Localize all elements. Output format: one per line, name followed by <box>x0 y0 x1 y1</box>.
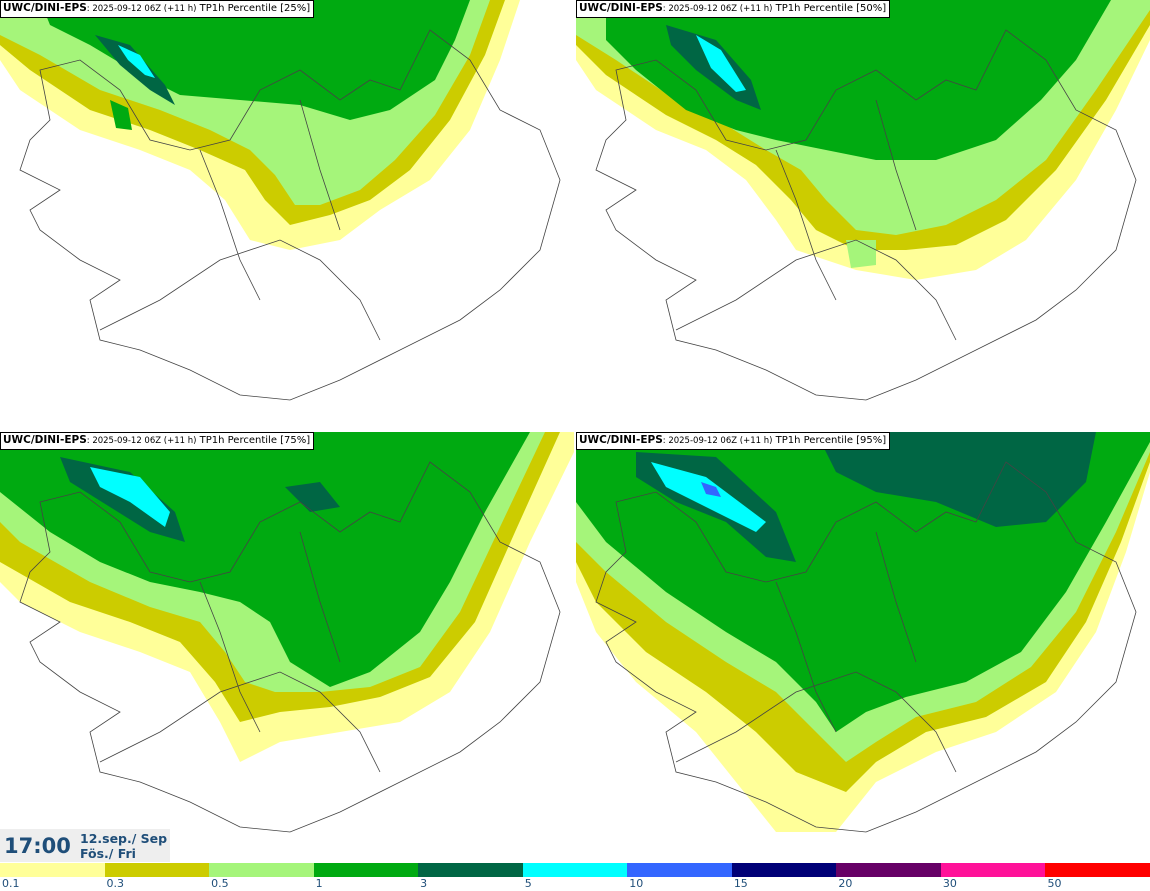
panel-title: UWC/DINI-EPS: 2025-09-12 06Z (+11 h) TP1… <box>0 0 315 18</box>
legend-label: 3 <box>420 877 428 890</box>
iceland-outline <box>19 461 561 833</box>
legend-swatch <box>313 863 419 877</box>
precip-area-blob <box>110 100 132 130</box>
field-name: TP1h Percentile [95%] <box>772 435 887 446</box>
iceland-outline <box>595 461 1137 833</box>
precip-area-5mm <box>90 467 170 527</box>
legend-label: 5 <box>524 877 532 890</box>
legend-label: 20 <box>838 877 853 890</box>
panel-title: UWC/DINI-EPS: 2025-09-12 06Z (+11 h) TP1… <box>576 0 891 18</box>
legend-color-bar <box>0 863 1150 877</box>
model-name: UWC/DINI-EPS <box>3 434 87 446</box>
model-name: UWC/DINI-EPS <box>3 2 87 14</box>
panel-title: UWC/DINI-EPS: 2025-09-12 06Z (+11 h) TP1… <box>576 432 891 450</box>
legend-label: 10 <box>629 877 644 890</box>
legend-label: 1 <box>315 877 323 890</box>
run-info: : 2025-09-12 06Z (+11 h) <box>86 436 197 446</box>
map-panel-p50: UWC/DINI-EPS: 2025-09-12 06Z (+11 h) TP1… <box>576 0 1150 430</box>
run-info: : 2025-09-12 06Z (+11 h) <box>662 4 773 14</box>
field-name: TP1h Percentile [75%] <box>196 435 311 446</box>
iceland-outline <box>595 29 1137 401</box>
valid-day-line: Fös./ Fri <box>80 846 136 861</box>
map-panel-p75: UWC/DINI-EPS: 2025-09-12 06Z (+11 h) TP1… <box>0 432 574 862</box>
panel-title: UWC/DINI-EPS: 2025-09-12 06Z (+11 h) TP1… <box>0 432 315 450</box>
precip-area-1mm <box>40 0 470 120</box>
precip-area-3mm <box>95 35 175 105</box>
legend-swatch <box>836 863 941 877</box>
legend-swatch <box>209 863 314 877</box>
valid-time-box: 17:00 12.sep./ Sep Fös./ Fri <box>0 829 170 862</box>
precip-map-p25 <box>0 0 561 401</box>
model-name: UWC/DINI-EPS <box>579 434 663 446</box>
precip-area-5mm <box>118 45 155 78</box>
legend-swatch <box>627 863 732 877</box>
precip-area-3mm <box>60 457 185 542</box>
precip-area-3mm-east <box>285 482 340 512</box>
precip-area-1mm <box>606 0 1111 160</box>
map-panel-p95: UWC/DINI-EPS: 2025-09-12 06Z (+11 h) TP1… <box>576 432 1150 862</box>
legend-swatch <box>1045 863 1150 877</box>
legend-swatch <box>0 863 105 877</box>
valid-date: 12.sep./ Sep Fös./ Fri <box>80 831 167 861</box>
precip-area-blob <box>846 240 876 268</box>
valid-date-line: 12.sep./ Sep <box>80 831 168 846</box>
legend-label: 30 <box>942 877 957 890</box>
precip-map-p75 <box>0 432 574 833</box>
legend-label: 0.5 <box>211 877 229 890</box>
field-name: TP1h Percentile [25%] <box>196 3 311 14</box>
field-name: TP1h Percentile [50%] <box>772 3 887 14</box>
legend-label: 15 <box>733 877 748 890</box>
model-name: UWC/DINI-EPS <box>579 2 663 14</box>
legend-label: 0.3 <box>106 877 125 890</box>
precip-map-p50 <box>576 0 1150 401</box>
precip-area-5mm <box>651 462 766 532</box>
precip-area-10mm <box>701 482 721 497</box>
map-panel-p25: UWC/DINI-EPS: 2025-09-12 06Z (+11 h) TP1… <box>0 0 574 430</box>
legend-swatch <box>104 863 210 877</box>
legend-swatch <box>940 863 1046 877</box>
valid-time: 17:00 <box>4 834 71 858</box>
legend-swatch <box>418 863 523 877</box>
precip-map-p95 <box>576 432 1150 833</box>
color-legend: 0.1 0.3 0.5 1 3 5 10 15 20 30 50 <box>0 862 1150 891</box>
legend-swatch <box>731 863 837 877</box>
legend-label: 50 <box>1047 877 1062 890</box>
iceland-outline <box>19 29 561 401</box>
legend-swatch <box>522 863 628 877</box>
run-info: : 2025-09-12 06Z (+11 h) <box>86 4 197 14</box>
precip-area-5mm <box>696 35 746 92</box>
run-info: : 2025-09-12 06Z (+11 h) <box>662 436 773 446</box>
precip-area-3mm-north <box>816 432 1096 527</box>
legend-label: 0.1 <box>2 877 20 890</box>
